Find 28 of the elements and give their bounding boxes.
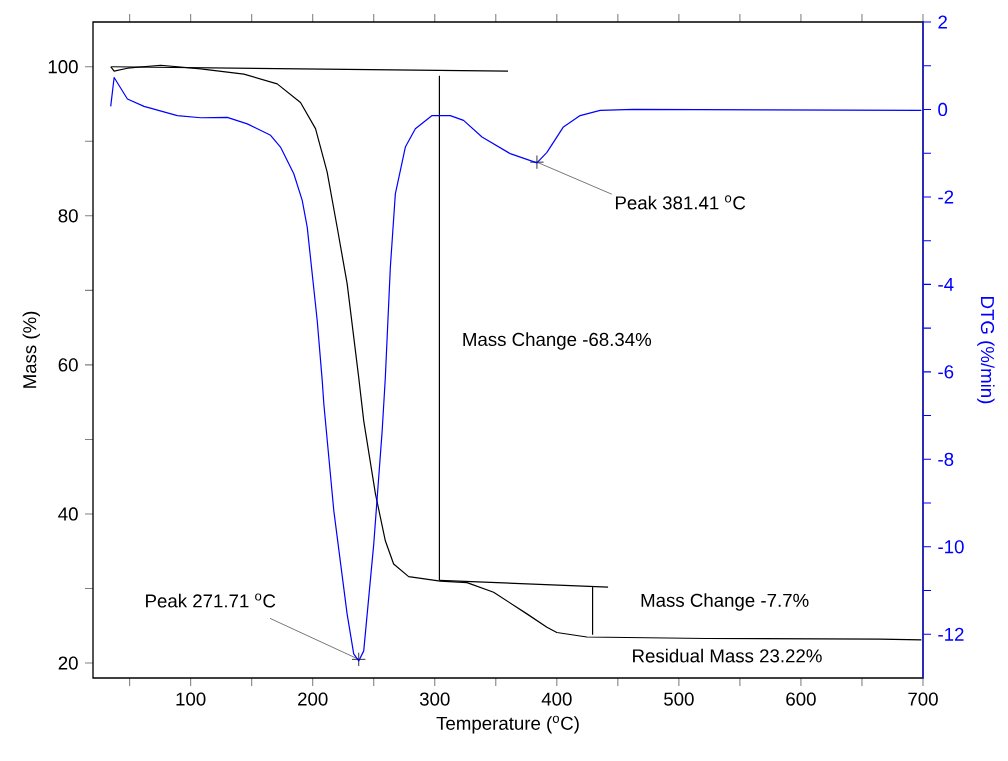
annotation: Peak 381.41 $^{o}$C: [615, 195, 746, 210]
y2-tick-label: -10: [938, 540, 964, 554]
y2-tick-label: 2: [938, 15, 947, 29]
x-tick-label: 200: [298, 692, 328, 706]
x-tick-label: 700: [908, 692, 938, 706]
x-tick-label: 400: [541, 692, 572, 706]
y-tick-label: 40: [58, 507, 78, 521]
y-tick-label: 100: [48, 60, 78, 74]
annotation: Mass Change -7.7%: [641, 593, 809, 611]
annotation: Mass Change -68.34%: [463, 332, 652, 350]
y-tick-label: 20: [58, 656, 78, 670]
x-tick-label: 100: [176, 692, 206, 706]
annotation: Residual Mass 23.22%: [633, 648, 822, 663]
y-axis-title: Mass (%): [22, 311, 40, 388]
y2-tick-label: -12: [938, 627, 964, 641]
y2-tick-label: -2: [938, 190, 954, 204]
x-tick-label: 300: [419, 692, 450, 706]
y2-tick-label: 0: [938, 102, 948, 117]
y2-tick-label: -6: [938, 365, 954, 379]
x-tick-label: 500: [664, 692, 694, 706]
y2-tick-label: -8: [938, 452, 954, 466]
annotation: Peak 271.71 $^{o}$C: [146, 593, 276, 608]
y2-axis-title: DTG (%/min): [977, 297, 995, 404]
x-tick-label: 600: [786, 692, 816, 706]
y2-tick-label: -4: [938, 277, 954, 291]
y-tick-label: 80: [58, 209, 78, 223]
y-tick-label: 60: [58, 358, 78, 372]
x-axis-title: Temperature ($^{o}$C): [436, 715, 579, 734]
